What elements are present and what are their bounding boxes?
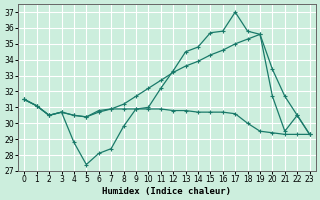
X-axis label: Humidex (Indice chaleur): Humidex (Indice chaleur) <box>102 187 231 196</box>
